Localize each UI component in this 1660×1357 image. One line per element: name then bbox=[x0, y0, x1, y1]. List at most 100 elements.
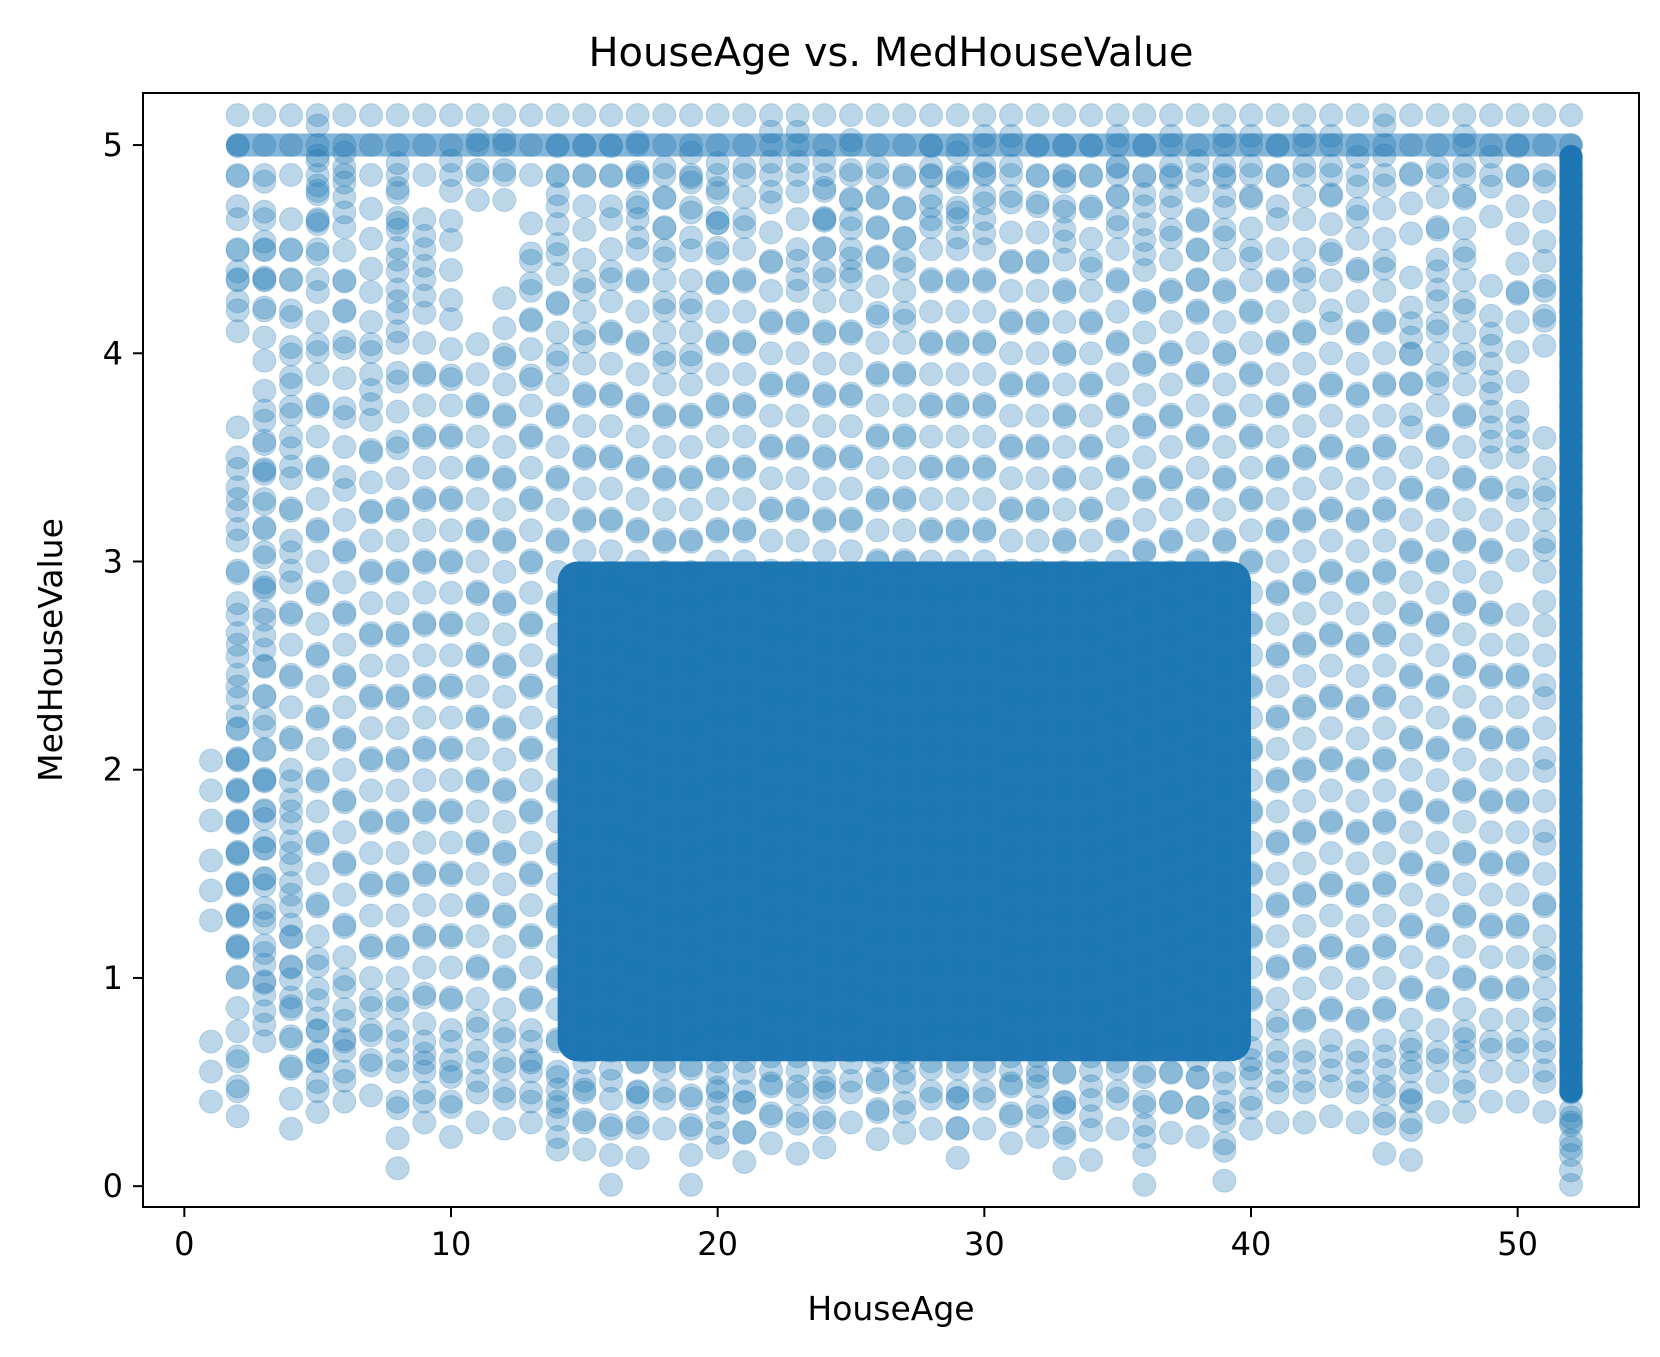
scatter-point bbox=[519, 241, 543, 266]
scatter-point bbox=[732, 1049, 757, 1074]
scatter-point bbox=[1479, 852, 1503, 877]
scatter-point bbox=[1025, 528, 1050, 553]
scatter-point bbox=[1559, 1112, 1583, 1137]
scatter-point bbox=[1105, 237, 1130, 262]
scatter-point bbox=[1132, 790, 1157, 815]
scatter-point bbox=[305, 644, 330, 669]
scatter-point bbox=[1132, 977, 1157, 1002]
scatter-point bbox=[492, 589, 517, 614]
scatter-point bbox=[945, 736, 970, 761]
scatter-point bbox=[1292, 384, 1317, 409]
scatter-point bbox=[225, 1074, 250, 1099]
scatter-point bbox=[332, 507, 357, 532]
scatter-point bbox=[652, 777, 677, 802]
scatter-point bbox=[1185, 705, 1210, 730]
scatter-point bbox=[679, 1142, 703, 1167]
scatter-point bbox=[1399, 415, 1423, 440]
scatter-point bbox=[1079, 811, 1103, 836]
scatter-point bbox=[705, 424, 730, 449]
scatter-point bbox=[652, 464, 677, 489]
scatter-point bbox=[1132, 290, 1157, 315]
scatter-point bbox=[359, 841, 383, 866]
scatter-point bbox=[999, 466, 1023, 491]
scatter-point bbox=[1265, 706, 1290, 731]
scatter-point bbox=[759, 623, 783, 648]
scatter-point bbox=[545, 1089, 570, 1114]
scatter-point bbox=[785, 466, 810, 491]
scatter-point bbox=[199, 1089, 223, 1114]
scatter-point bbox=[652, 215, 677, 240]
scatter-point bbox=[919, 829, 943, 854]
scatter-point bbox=[785, 163, 810, 188]
scatter-point bbox=[865, 485, 890, 510]
scatter-point bbox=[359, 1053, 383, 1078]
scatter-point bbox=[1185, 488, 1210, 513]
scatter-point bbox=[732, 424, 757, 449]
scatter-point bbox=[599, 696, 623, 721]
scatter-point bbox=[252, 378, 277, 403]
scatter-point bbox=[705, 891, 730, 916]
scatter-point bbox=[679, 1112, 703, 1137]
scatter-point bbox=[1052, 1120, 1077, 1145]
scatter-point bbox=[652, 1027, 677, 1052]
scatter-point bbox=[705, 1120, 730, 1145]
scatter-point bbox=[1212, 165, 1237, 190]
scatter-point bbox=[279, 695, 303, 720]
scatter-point bbox=[599, 631, 623, 656]
scatter-point bbox=[999, 965, 1023, 990]
scatter-point bbox=[999, 1104, 1023, 1129]
scatter-point bbox=[252, 462, 277, 487]
scatter-point bbox=[865, 800, 890, 825]
scatter-point bbox=[1212, 622, 1237, 647]
scatter-point bbox=[252, 515, 277, 540]
scatter-point bbox=[919, 581, 943, 606]
scatter-point bbox=[252, 238, 277, 263]
scatter-point bbox=[999, 341, 1023, 366]
scatter-point bbox=[385, 133, 410, 158]
scatter-point bbox=[412, 893, 437, 918]
scatter-point bbox=[332, 163, 357, 188]
scatter-point bbox=[892, 705, 917, 730]
scatter-point bbox=[999, 686, 1023, 711]
scatter-point bbox=[225, 842, 250, 867]
scatter-point bbox=[919, 579, 943, 604]
scatter-point bbox=[999, 1044, 1023, 1069]
scatter-point bbox=[972, 329, 997, 354]
scatter-point bbox=[1372, 716, 1397, 741]
scatter-point bbox=[492, 714, 517, 739]
scatter-point bbox=[599, 321, 623, 346]
x-tick-label: 20 bbox=[697, 1225, 738, 1263]
scatter-point bbox=[892, 580, 917, 605]
scatter-point bbox=[465, 831, 490, 856]
scatter-point bbox=[625, 1049, 650, 1074]
scatter-point bbox=[1185, 425, 1210, 450]
scatter-point bbox=[1345, 289, 1370, 314]
scatter-point bbox=[545, 529, 570, 554]
scatter-point bbox=[705, 163, 730, 188]
scatter-point bbox=[252, 133, 277, 158]
scatter-point bbox=[919, 894, 943, 919]
scatter-point bbox=[972, 332, 997, 357]
scatter-point bbox=[359, 653, 383, 678]
scatter-point bbox=[625, 1145, 650, 1170]
scatter-point bbox=[679, 372, 703, 397]
scatter-point bbox=[492, 402, 517, 427]
scatter-point bbox=[1105, 956, 1130, 981]
scatter-point bbox=[1052, 1156, 1077, 1181]
scatter-point bbox=[1452, 467, 1477, 492]
scatter-point bbox=[225, 194, 250, 219]
scatter-point bbox=[839, 384, 863, 409]
scatter-point bbox=[839, 788, 863, 813]
scatter-point bbox=[1239, 1056, 1263, 1081]
scatter-point bbox=[412, 163, 437, 188]
scatter-point bbox=[679, 1027, 703, 1052]
scatter-point bbox=[252, 653, 277, 678]
scatter-point bbox=[225, 298, 250, 323]
scatter-point bbox=[812, 321, 837, 346]
scatter-point bbox=[1159, 342, 1183, 367]
scatter-point bbox=[545, 589, 570, 614]
scatter-point bbox=[412, 1110, 437, 1135]
scatter-point bbox=[999, 183, 1023, 208]
scatter-point bbox=[545, 164, 570, 189]
scatter-point bbox=[412, 923, 437, 948]
